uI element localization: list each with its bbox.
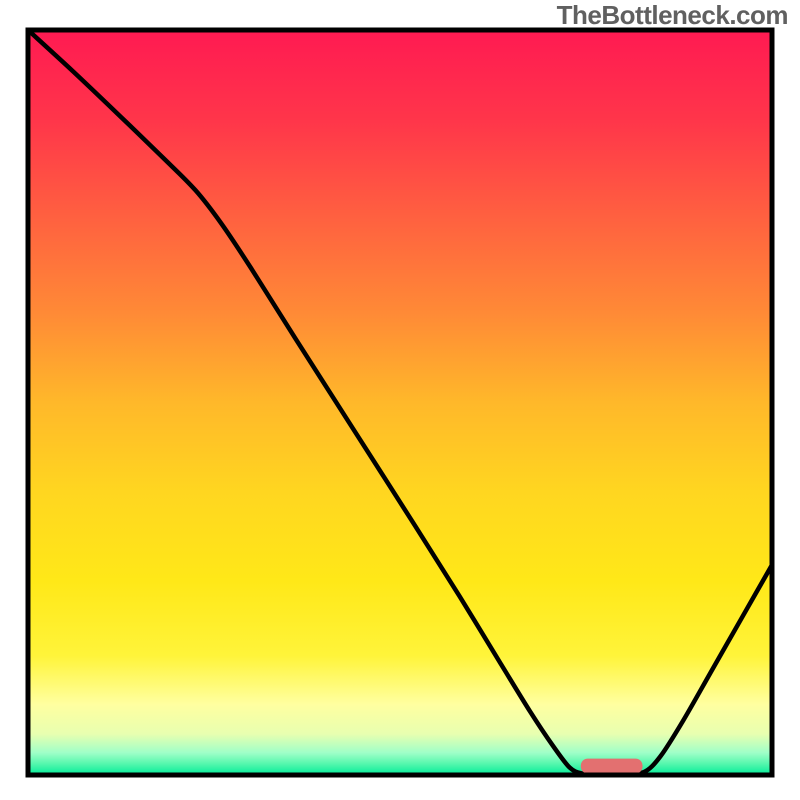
gradient-background xyxy=(28,30,772,775)
plot-area xyxy=(28,30,772,775)
watermark-text: TheBottleneck.com xyxy=(557,0,788,31)
bottleneck-chart xyxy=(0,0,800,800)
highlight-bar xyxy=(581,759,643,774)
chart-container: { "watermark": { "text": "TheBottleneck.… xyxy=(0,0,800,800)
